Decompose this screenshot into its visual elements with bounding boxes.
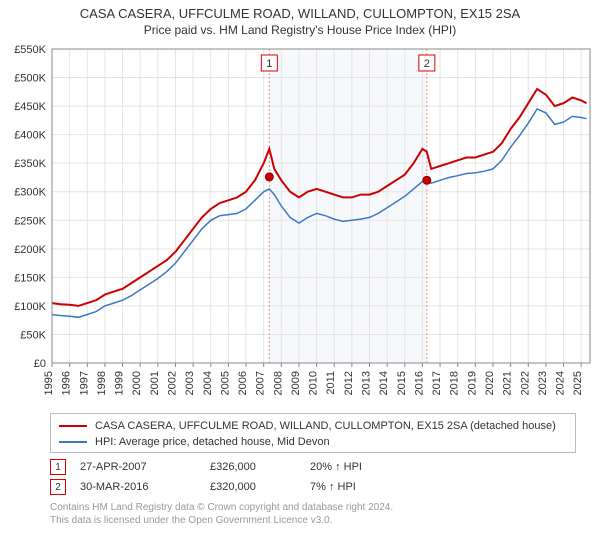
svg-text:£500K: £500K <box>14 73 46 85</box>
svg-text:1997: 1997 <box>78 371 90 395</box>
legend-swatch-casa <box>59 425 87 427</box>
svg-text:2022: 2022 <box>519 371 531 395</box>
title-block: CASA CASERA, UFFCULME ROAD, WILLAND, CUL… <box>0 0 600 37</box>
sales-table: 1 27-APR-2007 £326,000 20% ↑ HPI 2 30-MA… <box>50 457 576 497</box>
svg-text:£200K: £200K <box>14 244 46 256</box>
legend-label-hpi: HPI: Average price, detached house, Mid … <box>95 436 330 448</box>
svg-text:2009: 2009 <box>290 371 302 395</box>
svg-text:2021: 2021 <box>502 371 514 395</box>
sale-price-1: £326,000 <box>210 461 310 473</box>
svg-text:2008: 2008 <box>272 371 284 395</box>
footnote-line2: This data is licensed under the Open Gov… <box>50 514 576 527</box>
svg-text:£550K: £550K <box>14 44 46 56</box>
sale-date-1: 27-APR-2007 <box>80 461 210 473</box>
sale-pct-2: 7% ↑ HPI <box>310 481 420 493</box>
svg-text:£0: £0 <box>34 358 46 370</box>
footnote-line1: Contains HM Land Registry data © Crown c… <box>50 501 576 514</box>
svg-text:2003: 2003 <box>184 371 196 395</box>
svg-text:2025: 2025 <box>572 371 584 395</box>
svg-text:2020: 2020 <box>484 371 496 395</box>
svg-text:2005: 2005 <box>219 371 231 395</box>
chart-area: £0 £50K £100K £150K £200K £250K £300K £350K £400… <box>0 37 600 407</box>
svg-text:2006: 2006 <box>237 371 249 395</box>
svg-text:1: 1 <box>266 58 272 70</box>
svg-text:2023: 2023 <box>537 371 549 395</box>
svg-text:1999: 1999 <box>114 371 126 395</box>
svg-text:2001: 2001 <box>149 371 161 395</box>
svg-text:2014: 2014 <box>378 371 390 395</box>
sale-date-2: 30-MAR-2016 <box>80 481 210 493</box>
legend: CASA CASERA, UFFCULME ROAD, WILLAND, CUL… <box>50 413 576 453</box>
svg-text:2010: 2010 <box>308 371 320 395</box>
svg-text:2013: 2013 <box>361 371 373 395</box>
svg-text:2012: 2012 <box>343 371 355 395</box>
legend-item-casa: CASA CASERA, UFFCULME ROAD, WILLAND, CUL… <box>59 418 567 434</box>
svg-text:2011: 2011 <box>325 371 337 395</box>
svg-text:2002: 2002 <box>166 371 178 395</box>
svg-text:£100K: £100K <box>14 301 46 313</box>
legend-label-casa: CASA CASERA, UFFCULME ROAD, WILLAND, CUL… <box>95 420 556 432</box>
sale-pct-1: 20% ↑ HPI <box>310 461 420 473</box>
svg-text:£450K: £450K <box>14 101 46 113</box>
svg-text:£350K: £350K <box>14 158 46 170</box>
sale-row-2: 2 30-MAR-2016 £320,000 7% ↑ HPI <box>50 477 576 497</box>
sale-marker-1: 1 <box>50 459 66 475</box>
svg-text:£50K: £50K <box>20 329 46 341</box>
svg-text:£300K: £300K <box>14 187 46 199</box>
svg-text:2017: 2017 <box>431 371 443 395</box>
svg-text:1995: 1995 <box>43 371 55 395</box>
sale-marker-2: 2 <box>50 479 66 495</box>
svg-text:2019: 2019 <box>466 371 478 395</box>
svg-text:2004: 2004 <box>202 371 214 395</box>
chart-container: CASA CASERA, UFFCULME ROAD, WILLAND, CUL… <box>0 0 600 527</box>
svg-text:1998: 1998 <box>96 371 108 395</box>
footnote: Contains HM Land Registry data © Crown c… <box>50 501 576 527</box>
line-chart-svg: £0 £50K £100K £150K £200K £250K £300K £350K £400… <box>0 37 600 407</box>
svg-text:2016: 2016 <box>413 371 425 395</box>
svg-text:£150K: £150K <box>14 272 46 284</box>
title-subtitle: Price paid vs. HM Land Registry's House … <box>0 23 600 37</box>
svg-text:£400K: £400K <box>14 130 46 142</box>
svg-text:2024: 2024 <box>555 371 567 395</box>
sale-row-1: 1 27-APR-2007 £326,000 20% ↑ HPI <box>50 457 576 477</box>
legend-swatch-hpi <box>59 441 87 443</box>
legend-item-hpi: HPI: Average price, detached house, Mid … <box>59 434 567 450</box>
svg-text:2: 2 <box>424 58 430 70</box>
svg-text:2007: 2007 <box>255 371 267 395</box>
svg-text:1996: 1996 <box>61 371 73 395</box>
title-address: CASA CASERA, UFFCULME ROAD, WILLAND, CUL… <box>0 6 600 21</box>
svg-text:2015: 2015 <box>396 371 408 395</box>
svg-text:2000: 2000 <box>131 371 143 395</box>
svg-text:2018: 2018 <box>449 371 461 395</box>
sale-price-2: £320,000 <box>210 481 310 493</box>
svg-text:£250K: £250K <box>14 215 46 227</box>
